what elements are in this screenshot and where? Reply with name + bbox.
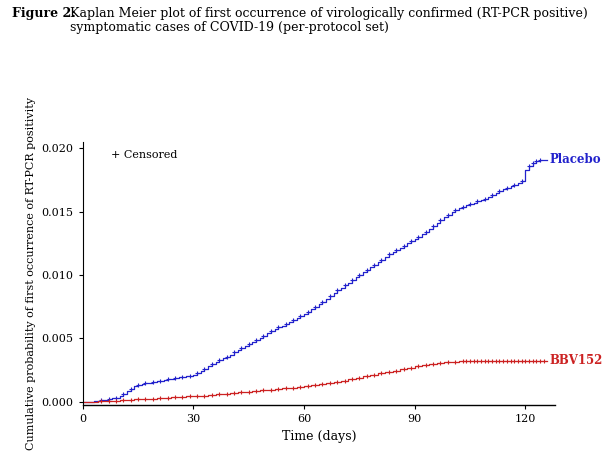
Text: Placebo: Placebo bbox=[549, 153, 601, 166]
Text: symptomatic cases of COVID-19 (per-protocol set): symptomatic cases of COVID-19 (per-proto… bbox=[70, 21, 389, 33]
Text: BBV152: BBV152 bbox=[549, 354, 603, 367]
Y-axis label: Cumulative probability of first occurrence of RT-PCR positivity: Cumulative probability of first occurren… bbox=[26, 97, 36, 450]
X-axis label: Time (days): Time (days) bbox=[281, 430, 356, 443]
Text: Figure 2:: Figure 2: bbox=[12, 7, 76, 20]
Text: + Censored: + Censored bbox=[111, 150, 177, 160]
Text: Kaplan Meier plot of first occurrence of virologically confirmed (RT-PCR positiv: Kaplan Meier plot of first occurrence of… bbox=[70, 7, 588, 20]
